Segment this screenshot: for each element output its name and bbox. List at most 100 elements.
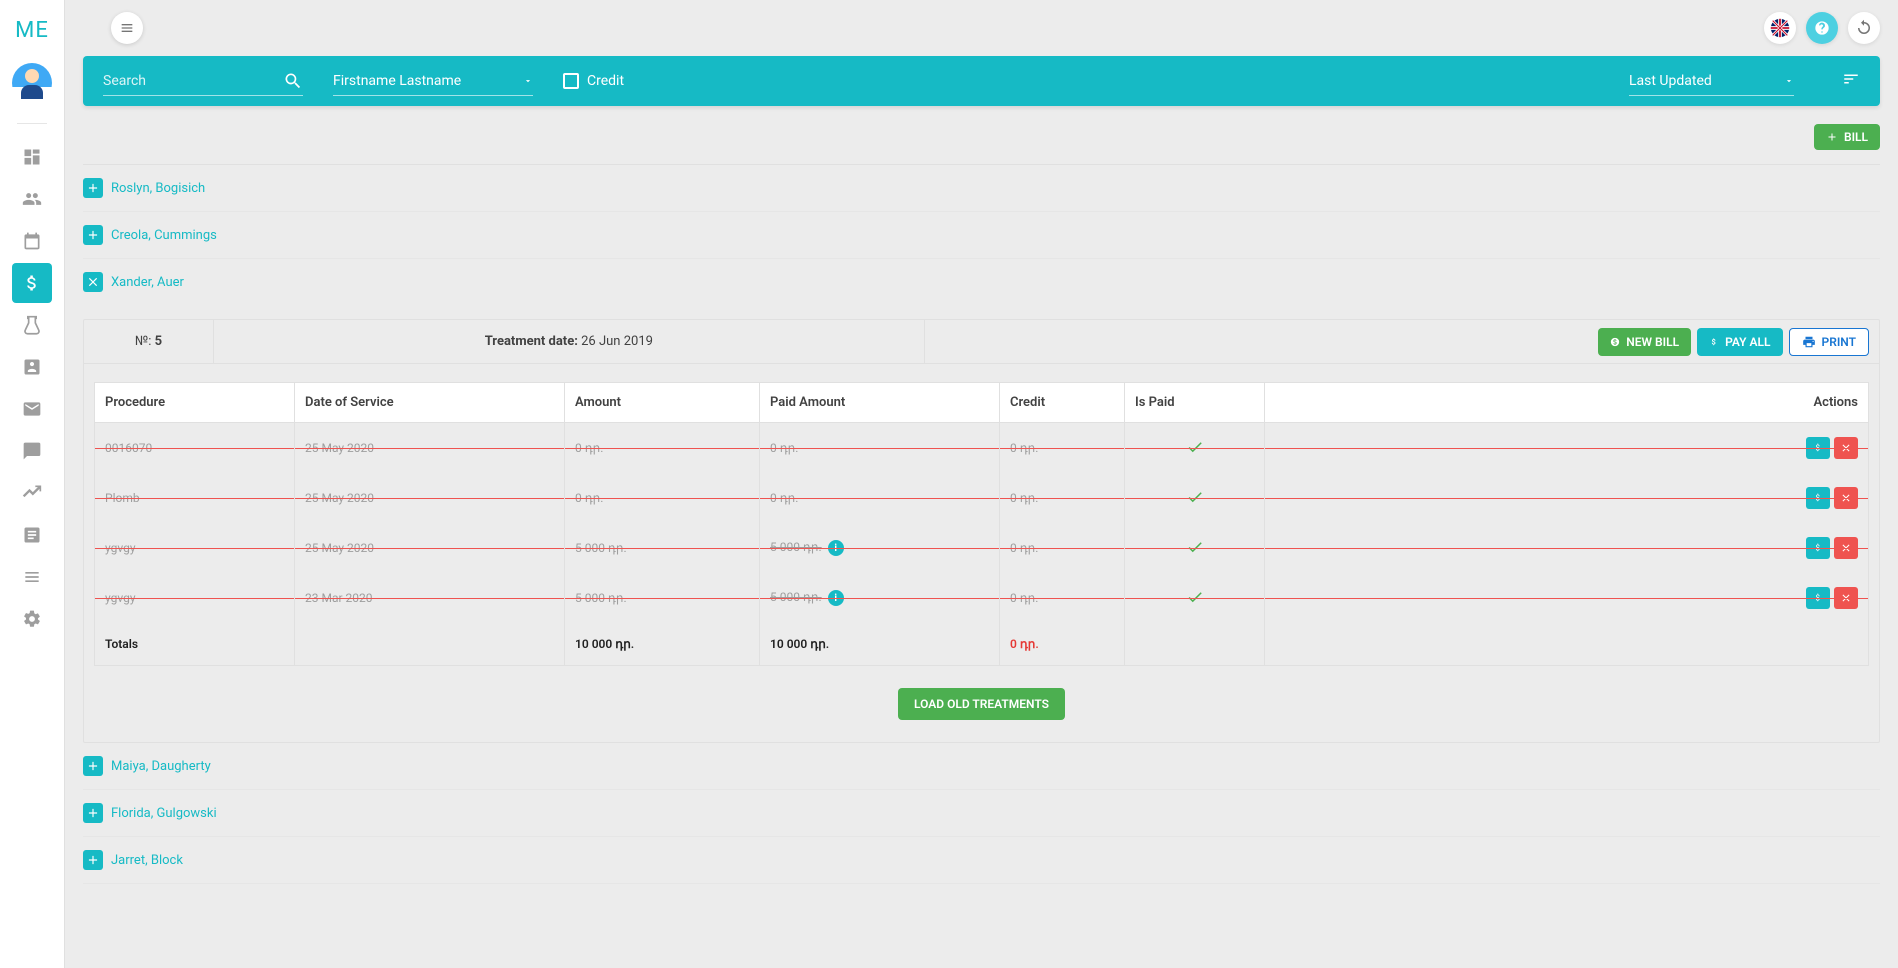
mail-icon <box>22 399 42 419</box>
pay-row-button[interactable]: $ <box>1806 487 1830 509</box>
help-button[interactable] <box>1806 12 1838 44</box>
totals-credit: 0 դր. <box>1000 623 1125 666</box>
expand-button[interactable] <box>83 850 103 870</box>
svg-text:$: $ <box>1816 444 1821 453</box>
app-logo[interactable]: ME <box>15 18 49 43</box>
cell-amount: 0 դր. <box>565 473 760 523</box>
language-button[interactable] <box>1764 12 1796 44</box>
search-input[interactable] <box>103 67 283 95</box>
credit-label: Credit <box>587 73 624 89</box>
plus-icon <box>86 806 100 820</box>
pay-row-button[interactable]: $ <box>1806 437 1830 459</box>
calendar-icon <box>22 231 42 251</box>
patient-name-link[interactable]: Florida, Gulgowski <box>111 806 217 821</box>
pay-row-button[interactable]: $ <box>1806 537 1830 559</box>
bill-button-label: BILL <box>1844 130 1868 144</box>
totals-label: Totals <box>95 623 295 666</box>
expand-button[interactable] <box>83 803 103 823</box>
name-filter-select[interactable]: Firstname Lastname <box>333 67 533 96</box>
nav-chat[interactable] <box>0 430 64 472</box>
delete-row-button[interactable] <box>1834 537 1858 559</box>
cell-actions: $ <box>1265 573 1869 623</box>
sidebar: ME <box>0 0 65 968</box>
info-icon[interactable]: i <box>828 540 844 556</box>
table-row: ygvgy23 Mar 20205 000 դր.5 000 դր.i0 դր.… <box>95 573 1869 623</box>
nav-list[interactable] <box>0 556 64 598</box>
cell-dos: 23 Mar 2020 <box>295 573 565 623</box>
cell-credit: 0 դր. <box>1000 473 1125 523</box>
expand-button[interactable] <box>83 756 103 776</box>
dollar-icon: $ <box>1812 542 1824 554</box>
totals-paid: 10 000 դր. <box>760 623 1000 666</box>
nav-billing[interactable] <box>0 262 64 304</box>
cell-actions: $ <box>1265 523 1869 573</box>
patient-name-link[interactable]: Maiya, Daugherty <box>111 759 211 774</box>
col-credit: Credit <box>1000 383 1125 423</box>
close-icon <box>1840 542 1852 554</box>
nav-contacts[interactable] <box>0 346 64 388</box>
plus-icon <box>1826 131 1838 143</box>
table-row: 001607025 May 20200 դր.0 դր.0 դր.$ <box>95 423 1869 474</box>
patient-name-link[interactable]: Roslyn, Bogisich <box>111 181 205 196</box>
notes-icon <box>22 525 42 545</box>
nav-patients[interactable] <box>0 178 64 220</box>
lab-icon <box>22 315 42 335</box>
svg-text:$: $ <box>1816 594 1821 603</box>
expand-button[interactable] <box>83 178 103 198</box>
sort-icon <box>1842 70 1860 88</box>
menu-toggle-button[interactable] <box>111 12 143 44</box>
pay-row-button[interactable]: $ <box>1806 587 1830 609</box>
sort-select[interactable]: Last Updated <box>1629 67 1794 96</box>
expanded-header: №: 5 Treatment date: 26 Jun 2019 NEW BIL… <box>84 320 1879 364</box>
delete-row-button[interactable] <box>1834 487 1858 509</box>
nav-mail[interactable] <box>0 388 64 430</box>
patient-row: Florida, Gulgowski <box>83 790 1880 837</box>
col-actions: Actions <box>1265 383 1869 423</box>
dollar-icon: $ <box>1812 442 1824 454</box>
cell-credit: 0 դր. <box>1000 423 1125 474</box>
info-icon[interactable]: i <box>828 590 844 606</box>
filter-bar: Firstname Lastname Credit Last Updated <box>83 56 1880 106</box>
plus-icon <box>86 853 100 867</box>
nav-analytics[interactable] <box>0 472 64 514</box>
col-ispaid: Is Paid <box>1125 383 1265 423</box>
delete-row-button[interactable] <box>1834 587 1858 609</box>
cell-ispaid <box>1125 423 1265 474</box>
search-icon <box>283 71 303 91</box>
pay-all-button[interactable]: $ PAY ALL <box>1697 328 1782 356</box>
list-icon <box>22 567 42 587</box>
cell-amount: 0 դր. <box>565 423 760 474</box>
patient-name-link[interactable]: Xander, Auer <box>111 275 184 290</box>
cell-dos: 25 May 2020 <box>295 473 565 523</box>
nav-lab[interactable] <box>0 304 64 346</box>
nav-calendar[interactable] <box>0 220 64 262</box>
nav-notes[interactable] <box>0 514 64 556</box>
nav-dashboard[interactable] <box>0 136 64 178</box>
delete-row-button[interactable] <box>1834 437 1858 459</box>
expanded-actions: NEW BILL $ PAY ALL PRINT <box>1598 328 1879 356</box>
cell-dos: 25 May 2020 <box>295 423 565 474</box>
nav-settings[interactable] <box>0 598 64 640</box>
menu-icon <box>119 20 135 36</box>
cell-credit: 0 դր. <box>1000 523 1125 573</box>
expand-button[interactable] <box>83 225 103 245</box>
user-avatar[interactable] <box>12 63 52 103</box>
chevron-down-icon <box>523 76 533 86</box>
uk-flag-icon <box>1769 17 1791 39</box>
collapse-button[interactable] <box>83 272 103 292</box>
dollar-icon: $ <box>1812 492 1824 504</box>
refresh-button[interactable] <box>1848 12 1880 44</box>
print-button[interactable]: PRINT <box>1789 328 1869 356</box>
patient-name-link[interactable]: Creola, Cummings <box>111 228 217 243</box>
sort-direction-button[interactable] <box>1842 70 1860 92</box>
main-content: Firstname Lastname Credit Last Updated B… <box>65 56 1898 968</box>
add-bill-button[interactable]: BILL <box>1814 124 1880 150</box>
divider <box>17 123 47 124</box>
credit-checkbox[interactable]: Credit <box>563 73 624 89</box>
col-amount: Amount <box>565 383 760 423</box>
patient-name-link[interactable]: Jarret, Block <box>111 853 183 868</box>
new-bill-button[interactable]: NEW BILL <box>1598 328 1691 356</box>
close-icon <box>1840 442 1852 454</box>
plus-icon <box>86 228 100 242</box>
load-old-treatments-button[interactable]: LOAD OLD TREATMENTS <box>898 688 1065 720</box>
